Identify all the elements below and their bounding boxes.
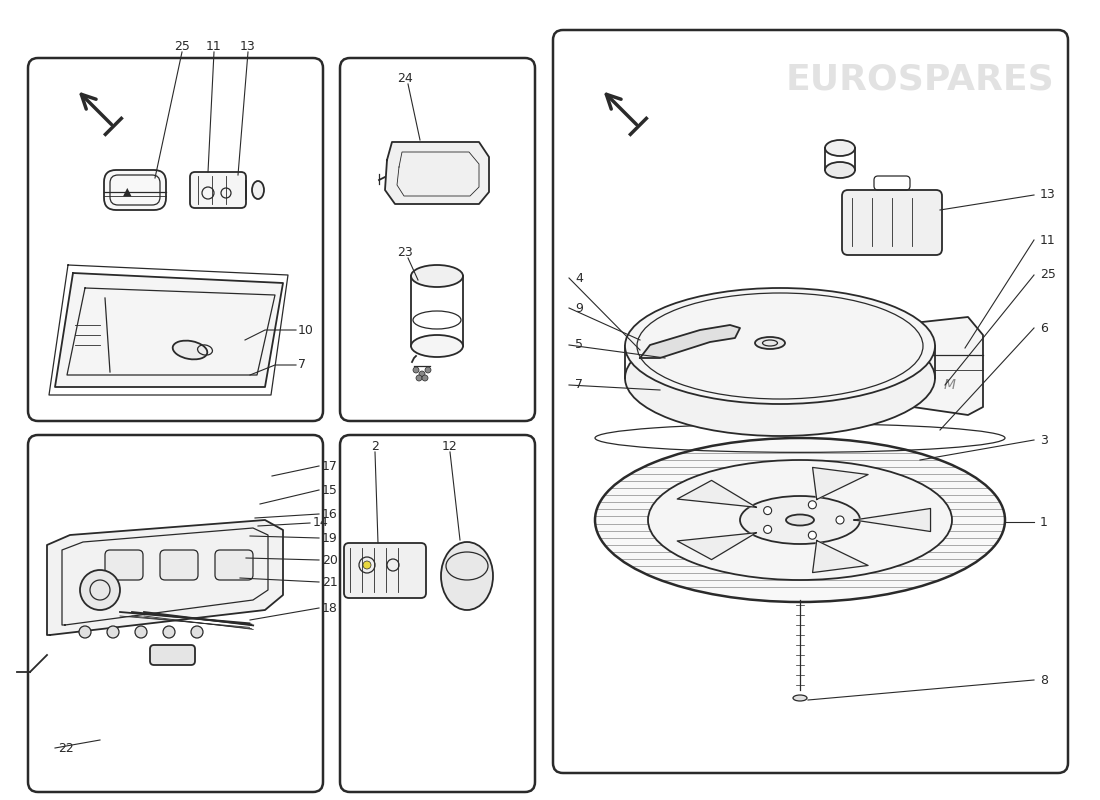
Ellipse shape xyxy=(441,542,493,610)
Text: 2: 2 xyxy=(371,439,378,453)
Text: 13: 13 xyxy=(1040,189,1056,202)
Text: EUROSPARES: EUROSPARES xyxy=(785,63,1055,97)
Ellipse shape xyxy=(786,514,814,526)
Text: 11: 11 xyxy=(206,39,222,53)
Text: ▲: ▲ xyxy=(123,187,131,197)
Text: 20: 20 xyxy=(322,554,338,566)
Circle shape xyxy=(163,626,175,638)
FancyBboxPatch shape xyxy=(104,170,166,210)
Text: 14: 14 xyxy=(314,517,329,530)
Text: 17: 17 xyxy=(322,459,338,473)
Ellipse shape xyxy=(173,341,207,359)
Circle shape xyxy=(808,531,816,539)
FancyBboxPatch shape xyxy=(842,190,942,255)
Ellipse shape xyxy=(740,496,860,544)
Text: 1: 1 xyxy=(1040,515,1048,529)
Circle shape xyxy=(808,501,816,509)
Ellipse shape xyxy=(625,288,935,404)
Ellipse shape xyxy=(625,320,935,436)
FancyBboxPatch shape xyxy=(104,550,143,580)
Circle shape xyxy=(107,626,119,638)
Polygon shape xyxy=(640,325,740,358)
Ellipse shape xyxy=(252,181,264,199)
Polygon shape xyxy=(678,533,757,560)
FancyBboxPatch shape xyxy=(190,172,246,208)
Circle shape xyxy=(363,561,371,569)
Text: 18: 18 xyxy=(322,602,338,614)
Polygon shape xyxy=(906,317,983,415)
Ellipse shape xyxy=(825,140,855,156)
Text: 10: 10 xyxy=(298,323,314,337)
Circle shape xyxy=(763,506,771,514)
Text: a passion for parts shopping: a passion for parts shopping xyxy=(600,510,896,530)
Text: M: M xyxy=(944,378,956,392)
FancyBboxPatch shape xyxy=(160,550,198,580)
Text: 19: 19 xyxy=(322,531,338,545)
Ellipse shape xyxy=(648,460,952,580)
Circle shape xyxy=(412,367,419,373)
Circle shape xyxy=(135,626,147,638)
Text: 21: 21 xyxy=(322,575,338,589)
FancyBboxPatch shape xyxy=(150,645,195,665)
Ellipse shape xyxy=(825,162,855,178)
FancyBboxPatch shape xyxy=(344,543,426,598)
Circle shape xyxy=(80,570,120,610)
Text: 8: 8 xyxy=(1040,674,1048,686)
Text: 23: 23 xyxy=(397,246,412,258)
Text: 25: 25 xyxy=(1040,269,1056,282)
FancyBboxPatch shape xyxy=(635,355,653,367)
Text: 16: 16 xyxy=(322,507,338,521)
Ellipse shape xyxy=(793,695,807,701)
Text: 5: 5 xyxy=(575,338,583,351)
Text: 15: 15 xyxy=(322,483,338,497)
Text: 9: 9 xyxy=(575,302,583,314)
Polygon shape xyxy=(813,467,868,499)
Circle shape xyxy=(419,371,425,377)
Polygon shape xyxy=(385,142,490,204)
Ellipse shape xyxy=(411,335,463,357)
Ellipse shape xyxy=(755,337,785,349)
Text: 4: 4 xyxy=(575,271,583,285)
FancyBboxPatch shape xyxy=(214,550,253,580)
Ellipse shape xyxy=(411,265,463,287)
Circle shape xyxy=(425,367,431,373)
Polygon shape xyxy=(47,520,283,635)
Text: 11: 11 xyxy=(1040,234,1056,246)
Text: 6: 6 xyxy=(1040,322,1048,334)
Text: 13: 13 xyxy=(240,39,256,53)
Text: 7: 7 xyxy=(298,358,306,371)
Circle shape xyxy=(79,626,91,638)
Circle shape xyxy=(836,516,844,524)
Text: 3: 3 xyxy=(1040,434,1048,446)
Circle shape xyxy=(763,526,771,534)
Polygon shape xyxy=(813,541,868,573)
Circle shape xyxy=(416,375,422,381)
Circle shape xyxy=(191,626,204,638)
Ellipse shape xyxy=(595,438,1005,602)
Polygon shape xyxy=(55,273,283,387)
Text: 25: 25 xyxy=(174,39,190,53)
Text: 7: 7 xyxy=(575,378,583,391)
Text: 12: 12 xyxy=(442,439,458,453)
Circle shape xyxy=(422,375,428,381)
Text: 24: 24 xyxy=(397,71,412,85)
Text: 22: 22 xyxy=(58,742,74,754)
Polygon shape xyxy=(678,480,757,507)
Polygon shape xyxy=(854,509,931,531)
